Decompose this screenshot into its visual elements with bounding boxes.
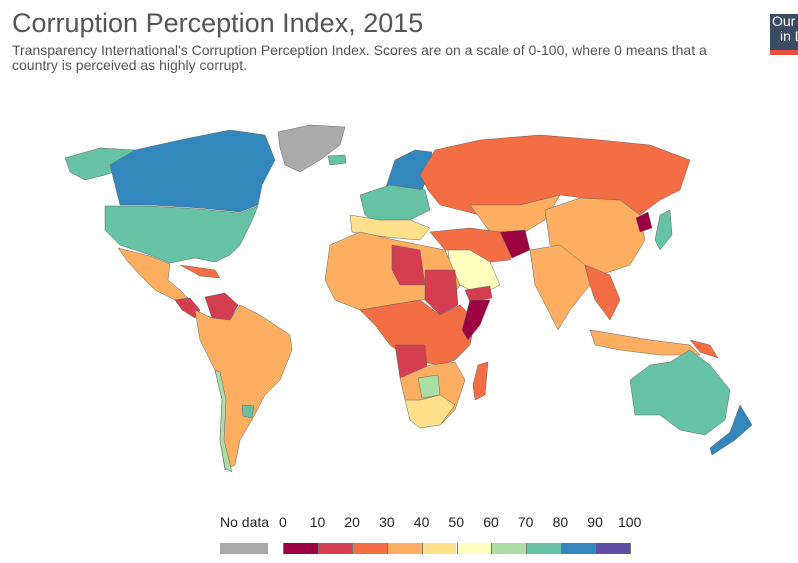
country-north-korea[interactable] xyxy=(635,211,653,233)
country-south-africa[interactable] xyxy=(404,394,456,429)
country-somalia[interactable] xyxy=(461,299,491,341)
country-russia[interactable] xyxy=(419,134,691,216)
legend-swatch-10-20[interactable] xyxy=(317,543,353,554)
legend-swatch-20-30[interactable] xyxy=(352,543,388,554)
country-greenland[interactable] xyxy=(277,124,346,173)
chart-title: Corruption Perception Index, 2015 xyxy=(12,8,424,38)
region-southeast-asia[interactable] xyxy=(584,264,621,321)
legend-tick xyxy=(283,543,284,554)
region-caribbean[interactable] xyxy=(179,264,221,279)
country-papua-new-guinea[interactable] xyxy=(689,339,719,359)
world-map xyxy=(64,124,753,473)
country-sudan[interactable] xyxy=(424,269,459,316)
logo-line-1: Our xyxy=(772,14,796,29)
country-mexico[interactable] xyxy=(117,247,189,301)
legend-tick-label: 20 xyxy=(344,514,360,530)
country-india[interactable] xyxy=(529,244,591,331)
legend-tick-label: 60 xyxy=(483,514,499,530)
legend-tick xyxy=(595,543,597,554)
legend-no-data-label: No data xyxy=(220,514,270,530)
legend-tick xyxy=(317,543,319,554)
country-usa[interactable] xyxy=(104,205,259,264)
country-iceland[interactable] xyxy=(327,154,347,166)
legend-tick xyxy=(387,543,389,554)
country-libya[interactable] xyxy=(391,244,426,286)
region-south-america[interactable] xyxy=(194,304,293,471)
country-japan[interactable] xyxy=(654,209,673,251)
country-canada[interactable] xyxy=(109,129,276,213)
legend-tick-label: 30 xyxy=(379,514,395,530)
legend-tick xyxy=(560,543,562,554)
country-new-zealand[interactable] xyxy=(709,404,753,456)
logo-line-2: in D xyxy=(780,28,798,44)
legend-no-data-swatch[interactable] xyxy=(220,543,268,554)
legend-tick xyxy=(421,543,423,554)
legend-swatch-70-80[interactable] xyxy=(525,543,561,554)
legend-tick-label: 40 xyxy=(413,514,430,530)
legend-swatch-50-60[interactable] xyxy=(456,543,492,554)
legend-tick-label: 0 xyxy=(279,514,287,530)
owid-logo[interactable]: Our in D xyxy=(770,14,798,55)
country-australia[interactable] xyxy=(629,349,731,436)
legend-swatch-60-70[interactable] xyxy=(491,543,526,554)
region-indonesia[interactable] xyxy=(589,329,701,356)
legend-tick-label: 80 xyxy=(552,514,569,530)
legend-tick-label: 70 xyxy=(517,514,534,530)
country-madagascar[interactable] xyxy=(472,361,489,401)
legend-swatch-0-10[interactable] xyxy=(283,543,318,554)
legend-swatch-90-100[interactable] xyxy=(595,543,630,554)
legend-swatch-30-40[interactable] xyxy=(387,543,422,554)
legend-tick-label: 50 xyxy=(448,514,465,530)
region-central-africa[interactable] xyxy=(359,299,476,366)
legend-tick-label: 100 xyxy=(618,514,642,530)
country-chile[interactable] xyxy=(214,369,233,473)
legend-tick xyxy=(491,543,493,554)
legend-tick-label: 10 xyxy=(309,514,326,530)
country-venezuela[interactable] xyxy=(204,292,239,321)
legend-tick xyxy=(456,543,458,554)
legend-tick-label: 90 xyxy=(587,514,603,530)
legend-tick xyxy=(525,543,527,554)
legend-tick xyxy=(352,543,354,554)
legend-tick xyxy=(630,543,631,554)
legend-swatch-80-90[interactable] xyxy=(560,543,596,554)
region-western-europe[interactable] xyxy=(359,184,431,226)
chart-subtitle: Transparency International's Corruption … xyxy=(12,42,707,73)
country-uruguay[interactable] xyxy=(241,404,255,419)
country-yemen[interactable] xyxy=(464,285,493,303)
legend-swatch-40-50[interactable] xyxy=(421,543,457,554)
country-botswana[interactable] xyxy=(417,374,441,399)
